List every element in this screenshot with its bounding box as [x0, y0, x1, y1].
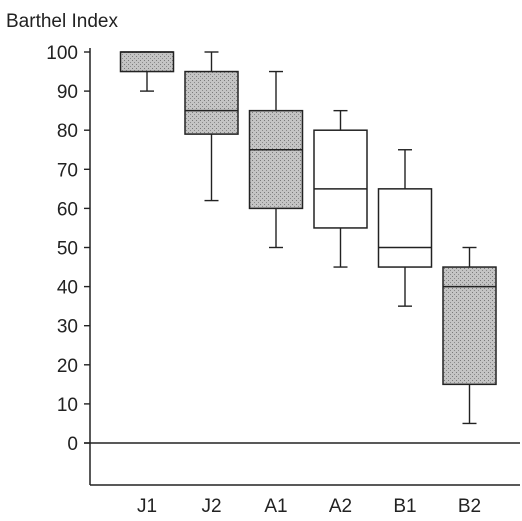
box-series — [119, 51, 497, 425]
y-tick-label: 20 — [57, 356, 78, 377]
y-tick-label: 70 — [57, 160, 78, 181]
box-iqr — [313, 129, 368, 229]
axes — [84, 48, 520, 486]
box-a2 — [313, 109, 368, 268]
x-tick-label: J1 — [137, 496, 157, 517]
box-a1 — [248, 70, 304, 249]
x-tick-label: J2 — [201, 496, 221, 517]
box-iqr — [184, 70, 239, 135]
x-tick-label: A2 — [329, 496, 352, 517]
box-iqr — [119, 51, 175, 73]
y-tick-label: 100 — [46, 43, 78, 64]
y-tick-label: 60 — [57, 199, 78, 220]
y-tick-label: 80 — [57, 121, 78, 142]
y-tick-label: 30 — [57, 317, 78, 338]
box-iqr — [248, 109, 304, 210]
box-b2 — [442, 246, 497, 425]
box-iqr — [442, 266, 497, 386]
y-tick-label: 0 — [67, 434, 78, 455]
y-tick-label: 40 — [57, 278, 78, 299]
x-tick-label: B1 — [393, 496, 416, 517]
y-tick-label: 50 — [57, 239, 78, 260]
y-tick-label: 10 — [57, 395, 78, 416]
box-iqr — [377, 188, 433, 268]
y-axis-label: Barthel Index — [6, 11, 118, 32]
y-tick-label: 90 — [57, 82, 78, 103]
x-tick-label: A1 — [264, 496, 287, 517]
box-b1 — [377, 149, 433, 307]
box-j2 — [184, 51, 239, 202]
x-axis-ticks: J1 J2 A1 A2 B1 B2 — [137, 496, 481, 517]
x-tick-label: B2 — [458, 496, 481, 517]
box-j1 — [119, 51, 175, 92]
